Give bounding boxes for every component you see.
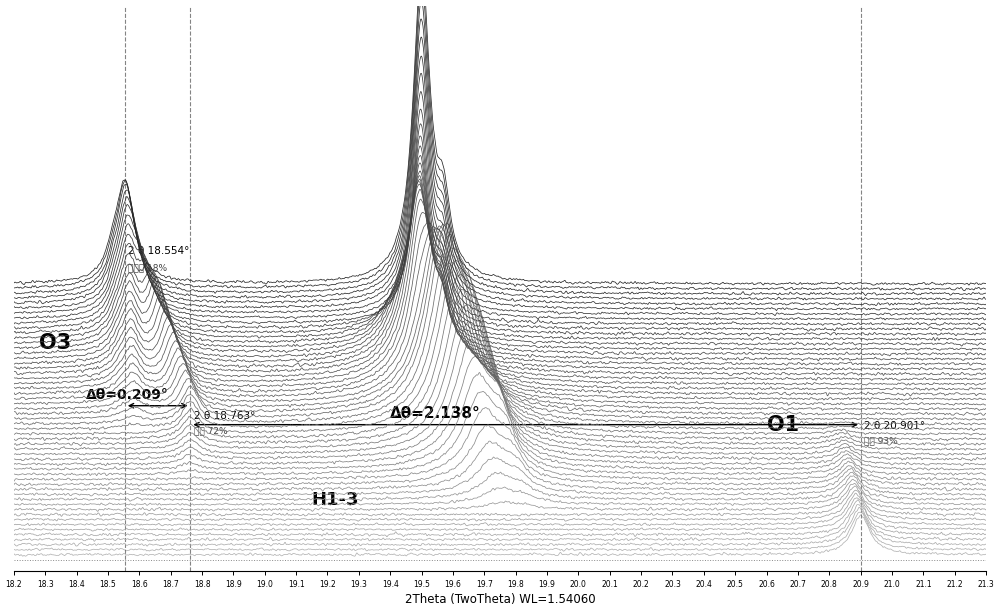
Text: 2 θ 18.763°: 2 θ 18.763° (194, 411, 255, 421)
Text: Δθ=2.138°: Δθ=2.138° (390, 406, 481, 421)
Text: 脱锂 72%: 脱锂 72% (194, 427, 227, 436)
Text: 回嵌锂 18%: 回嵌锂 18% (128, 264, 167, 273)
Text: 2 θ 18.554°: 2 θ 18.554° (128, 246, 189, 256)
Text: Δθ=0.209°: Δθ=0.209° (86, 388, 169, 402)
Text: O1: O1 (767, 415, 799, 435)
Text: 脱锂 93%: 脱锂 93% (864, 436, 898, 446)
Text: O3: O3 (39, 334, 71, 354)
Text: H1-3: H1-3 (312, 491, 359, 509)
Text: 2 θ 20.901°: 2 θ 20.901° (864, 421, 925, 431)
X-axis label: 2Theta (TwoTheta) WL=1.54060: 2Theta (TwoTheta) WL=1.54060 (405, 594, 595, 606)
